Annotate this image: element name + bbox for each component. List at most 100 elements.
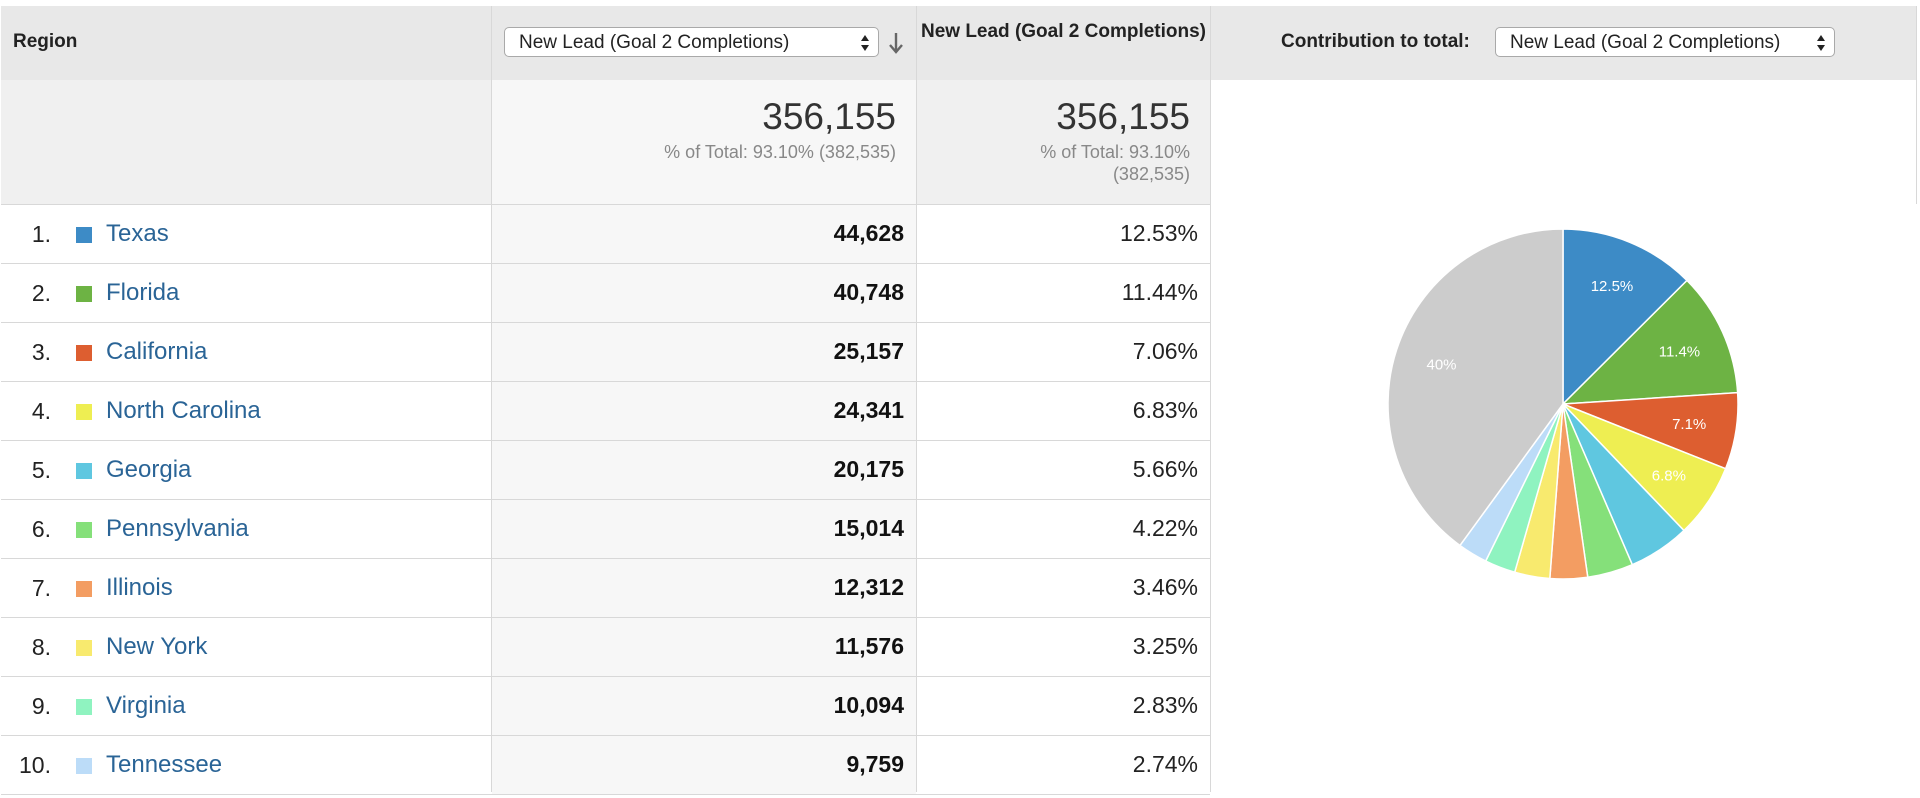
region-cell: 3. California: [1, 323, 491, 381]
pie-slice-florida[interactable]: [1561, 279, 1739, 405]
report-grid: Region New Lead (Goal 2 Completions) New…: [1, 6, 1917, 795]
column-divider: [1916, 6, 1917, 204]
region-link[interactable]: Virginia: [106, 692, 186, 719]
metric-total-subtext: % of Total: 93.10% (382,535): [664, 142, 896, 162]
region-link[interactable]: Texas: [106, 220, 169, 247]
metric-value: 11,576: [834, 633, 904, 659]
region-cell: 5. Georgia: [1, 441, 491, 499]
legend-swatch: [76, 522, 92, 538]
contribution-percent: 4.22%: [1132, 515, 1198, 541]
legend-swatch: [76, 640, 92, 656]
select-arrows-icon: [1816, 32, 1826, 54]
contribution-pie-chart: 12.5% 11.4% 7.1% 6.8% 40%: [1387, 228, 1739, 580]
totals-metric-cell: 356,155 % of Total: 93.10% (382,535): [492, 80, 916, 205]
row-rank: 1.: [31, 221, 51, 247]
region-cell: 2. Florida: [1, 264, 491, 322]
row-rank: 6.: [31, 516, 51, 542]
metric-value: 12,312: [833, 574, 904, 600]
region-link[interactable]: Illinois: [106, 574, 173, 601]
table-row: 4. North Carolina 24,341 6.83%: [1, 382, 1210, 441]
contribution-percent: 3.46%: [1132, 574, 1198, 600]
table-row: 1. Texas 44,628 12.53%: [1, 205, 1210, 264]
table-row: 9. Virginia 10,094 2.83%: [1, 677, 1210, 736]
contribution-percent: 12.53%: [1119, 220, 1198, 246]
contribution-percent: 6.83%: [1132, 397, 1198, 423]
region-header-label: Region: [13, 31, 78, 52]
region-link[interactable]: Pennsylvania: [106, 515, 249, 542]
legend-swatch: [76, 286, 92, 302]
pie-slice-other[interactable]: [1387, 228, 1564, 547]
metric-value: 9,759: [846, 751, 904, 777]
pct-cell: 2.83%: [917, 677, 1210, 735]
region-cell: 4. North Carolina: [1, 382, 491, 440]
contribution-header-cell: Contribution to total: New Lead (Goal 2 …: [1211, 6, 1917, 81]
pct-cell: 3.25%: [917, 618, 1210, 676]
legend-swatch: [76, 227, 92, 243]
region-cell: 8. New York: [1, 618, 491, 676]
pct-cell: 2.74%: [917, 736, 1210, 794]
table-row: 2. Florida 40,748 11.44%: [1, 264, 1210, 323]
region-link[interactable]: North Carolina: [106, 397, 261, 424]
region-link[interactable]: New York: [106, 633, 208, 660]
row-rank: 10.: [19, 752, 51, 778]
row-rank: 3.: [31, 339, 51, 365]
region-link[interactable]: Tennessee: [106, 751, 223, 778]
contribution-label: Contribution to total:: [1281, 31, 1470, 52]
sort-descending-icon[interactable]: [888, 31, 904, 55]
contribution-select[interactable]: New Lead (Goal 2 Completions): [1495, 27, 1835, 57]
metric-cell: 10,094: [492, 677, 916, 735]
region-link[interactable]: Florida: [106, 279, 180, 306]
row-rank: 2.: [31, 280, 51, 306]
pct-cell: 6.83%: [917, 382, 1210, 440]
pct-total-subtext-line1: % of Total: 93.10%: [1040, 142, 1190, 162]
pct-cell: 5.66%: [917, 441, 1210, 499]
region-header-cell: Region: [1, 6, 491, 81]
metric-cell: 15,014: [492, 500, 916, 558]
row-rank: 4.: [31, 398, 51, 424]
metric-select-value: New Lead (Goal 2 Completions): [519, 32, 790, 53]
table-row: 7. Illinois 12,312 3.46%: [1, 559, 1210, 618]
metric-cell: 9,759: [492, 736, 916, 794]
totals-region-cell: [1, 80, 491, 205]
metric-cell: 11,576: [492, 618, 916, 676]
table-row: 6. Pennsylvania 15,014 4.22%: [1, 500, 1210, 559]
contribution-percent: 11.44%: [1121, 279, 1198, 305]
pct-header-label: New Lead (Goal 2 Completions): [920, 21, 1207, 42]
pie-slice-label: 40%: [1427, 356, 1457, 373]
region-link[interactable]: Georgia: [106, 456, 192, 483]
region-cell: 7. Illinois: [1, 559, 491, 617]
column-divider: [1210, 6, 1211, 792]
metric-cell: 25,157: [492, 323, 916, 381]
metric-header-cell: New Lead (Goal 2 Completions): [492, 6, 916, 81]
metric-value: 24,341: [833, 397, 904, 423]
metric-value: 20,175: [833, 456, 904, 482]
metric-cell: 44,628: [492, 205, 916, 263]
region-cell: 1. Texas: [1, 205, 491, 263]
legend-swatch: [76, 463, 92, 479]
row-rank: 7.: [31, 575, 51, 601]
column-divider: [491, 6, 492, 792]
metric-select[interactable]: New Lead (Goal 2 Completions): [504, 27, 879, 57]
metric-cell: 40,748: [492, 264, 916, 322]
pie-slice-label: 7.1%: [1672, 416, 1706, 433]
contribution-percent: 7.06%: [1132, 338, 1198, 364]
pie-slice-texas[interactable]: [1562, 228, 1689, 406]
pct-total-subtext-line2: (382,535): [1112, 164, 1190, 184]
row-rank: 5.: [31, 457, 51, 483]
pct-cell: 11.44%: [917, 264, 1210, 322]
region-link[interactable]: California: [106, 338, 208, 365]
pct-total-value: 356,155: [1056, 96, 1190, 137]
pct-cell: 3.46%: [917, 559, 1210, 617]
pie-slice-label: 12.5%: [1591, 278, 1634, 295]
contribution-percent: 2.83%: [1132, 692, 1198, 718]
contribution-percent: 3.25%: [1132, 633, 1198, 659]
metric-value: 40,748: [833, 279, 904, 305]
metric-value: 15,014: [833, 515, 904, 541]
pct-cell: 7.06%: [917, 323, 1210, 381]
legend-swatch: [76, 345, 92, 361]
region-cell: 6. Pennsylvania: [1, 500, 491, 558]
contribution-percent: 5.66%: [1132, 456, 1198, 482]
pct-cell: 12.53%: [917, 205, 1210, 263]
region-cell: 9. Virginia: [1, 677, 491, 735]
